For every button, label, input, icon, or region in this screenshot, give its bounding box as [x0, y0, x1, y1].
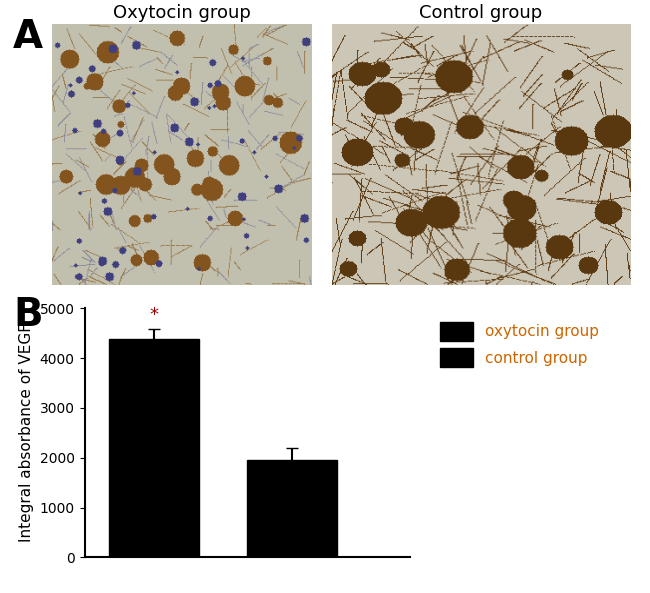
- Text: *: *: [149, 307, 158, 324]
- Text: B: B: [13, 296, 43, 334]
- Y-axis label: Integral absorbance of VEGF: Integral absorbance of VEGF: [19, 323, 34, 543]
- Title: Oxytocin group: Oxytocin group: [113, 4, 251, 22]
- Title: Control group: Control group: [419, 4, 543, 22]
- Bar: [109, 339, 199, 557]
- Bar: [247, 460, 337, 557]
- Legend: oxytocin group, control group: oxytocin group, control group: [434, 316, 605, 373]
- Text: A: A: [13, 18, 43, 56]
